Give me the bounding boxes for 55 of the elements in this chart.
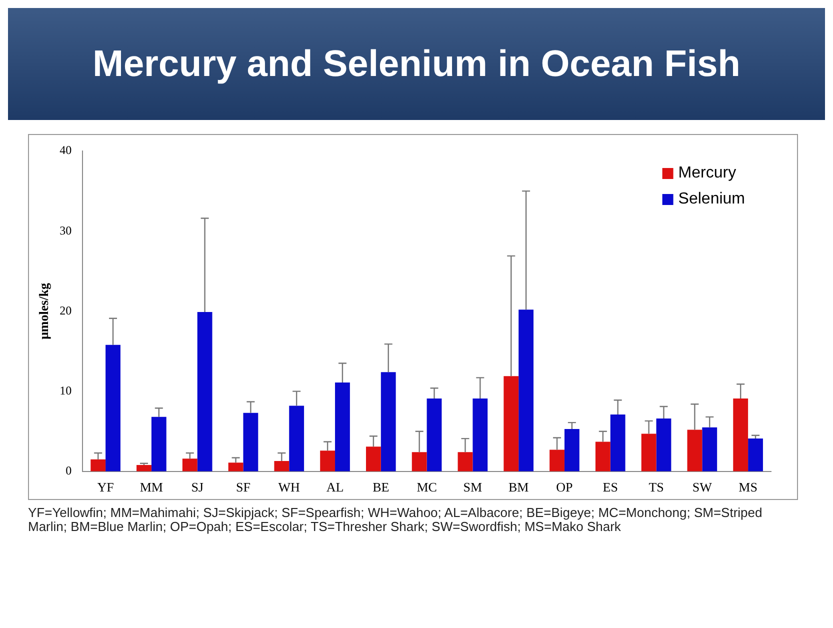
bar	[274, 460, 290, 472]
bar	[564, 428, 580, 472]
x-tick-label: OP	[556, 480, 573, 495]
bar	[687, 430, 702, 472]
y-tick-label: 30	[60, 223, 72, 238]
legend-label: Selenium	[678, 190, 745, 208]
bar	[90, 459, 106, 472]
bar	[610, 414, 626, 472]
x-tick-label: SW	[692, 480, 713, 495]
bar	[151, 416, 166, 472]
bar	[595, 442, 610, 472]
x-tick-label: BE	[372, 480, 390, 495]
x-tick-label: BM	[508, 480, 530, 495]
bar	[472, 398, 488, 472]
bar	[641, 434, 656, 472]
chart-title: Mercury and Selenium in Ocean Fish	[92, 43, 740, 85]
bar	[335, 382, 350, 472]
y-tick-label: 20	[60, 303, 72, 318]
bar	[182, 458, 198, 472]
x-tick-label: SF	[236, 480, 250, 495]
text: YF=Yellowfin; MM=Mahimahi; SJ=Skipjack; SF=Spearfish; WH=Wahoo; AL=Albacore; BE=Bigeye; MC=Monchong; SM=Striped Marlin; BM=Blue Marlin; OP=Opah; ES=Escolar; TS=Thresher Shark; SW=Swordfish; MS=Mako Shark	[28, 505, 764, 534]
bar	[243, 412, 258, 472]
x-tick-label: AL	[326, 480, 344, 495]
x-tick-label: SM	[463, 480, 483, 495]
bar	[412, 452, 427, 472]
bar	[106, 344, 120, 472]
bar	[656, 418, 672, 472]
x-tick-label: YF	[97, 480, 114, 495]
x-tick-label: SJ	[191, 480, 204, 495]
bar	[748, 438, 763, 472]
x-tick-label: WH	[278, 480, 300, 495]
bar	[518, 310, 534, 472]
bar	[320, 450, 336, 472]
x-tick-label: MC	[416, 480, 437, 495]
y-tick-label: 40	[60, 143, 72, 158]
bar	[289, 406, 304, 472]
y-axis-title: μmoles/kg	[36, 282, 52, 340]
bar	[702, 427, 718, 472]
bar	[550, 450, 564, 472]
legend-label: Mercury	[678, 164, 736, 182]
x-tick-label: TS	[648, 480, 664, 495]
x-tick-label: MS	[738, 480, 758, 495]
bar	[504, 376, 519, 472]
bar	[426, 398, 442, 472]
bar	[733, 398, 748, 472]
x-tick-label: ES	[602, 480, 618, 495]
bar	[228, 462, 244, 472]
bar	[458, 452, 473, 472]
bar	[366, 446, 381, 472]
y-tick-label: 0	[66, 464, 72, 478]
bar	[380, 372, 396, 472]
bar	[136, 464, 152, 472]
bar	[197, 312, 212, 472]
x-tick-label: MM	[140, 480, 164, 495]
y-tick-label: 10	[60, 383, 72, 398]
